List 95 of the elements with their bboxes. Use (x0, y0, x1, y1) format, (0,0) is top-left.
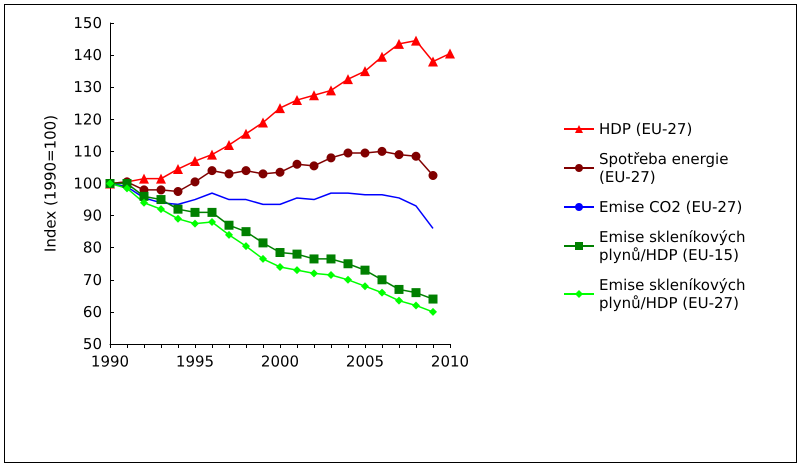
point (258, 169, 268, 178)
point (292, 160, 302, 169)
point (327, 270, 335, 279)
y-tick-label: 80 (82, 238, 102, 257)
y-tick-label: 60 (82, 302, 102, 321)
point (344, 259, 352, 268)
point (360, 266, 370, 275)
point (190, 156, 200, 166)
point (310, 161, 318, 170)
y-tick-label: 150 (73, 14, 102, 32)
point (173, 164, 183, 174)
legend-label: HDP (EU-27) (599, 120, 692, 138)
legend-label: Emise CO2 (EU-27) (599, 198, 742, 216)
point (445, 48, 455, 58)
point (156, 174, 166, 184)
point (394, 38, 404, 49)
point (394, 284, 404, 294)
point (191, 220, 199, 228)
point (259, 254, 267, 263)
point (395, 296, 403, 305)
point (258, 118, 268, 128)
point (293, 266, 301, 274)
x-tick-label: 1995 (176, 352, 214, 370)
y-tick-label: 120 (73, 110, 102, 128)
y-tick-label: 140 (73, 46, 102, 64)
point (344, 276, 352, 284)
point (292, 250, 302, 259)
point (207, 150, 217, 160)
point (344, 148, 352, 158)
point (412, 288, 420, 298)
point (428, 294, 438, 304)
legend-label: Emise skleníkových plynů/HDP (EU-15) (599, 228, 750, 264)
point (412, 301, 420, 310)
point (224, 220, 234, 230)
point (242, 242, 250, 250)
point (275, 103, 285, 114)
point (241, 128, 251, 139)
point (326, 153, 336, 162)
point (174, 214, 182, 223)
point (360, 66, 370, 76)
point (378, 146, 386, 156)
y-tick-label: 90 (82, 206, 102, 225)
point (140, 192, 148, 201)
x-tick-label: 2010 (430, 352, 470, 370)
point (276, 248, 284, 258)
x-tick-label: 2005 (346, 352, 384, 370)
point (343, 74, 353, 84)
point (156, 185, 166, 194)
y-tick-label: 110 (73, 142, 102, 160)
point (123, 184, 131, 192)
point (310, 254, 318, 264)
legend-label: Emise skleníkových plynů/HDP (EU-27) (599, 276, 750, 312)
point (156, 195, 166, 204)
point (309, 90, 319, 100)
point (378, 288, 386, 297)
point (292, 95, 302, 106)
point (361, 282, 369, 290)
x-tick-label: 1990 (90, 352, 130, 370)
point (225, 230, 233, 239)
point (326, 85, 336, 96)
y-axis-title: Index (1990=100) (42, 114, 60, 252)
point (224, 140, 234, 150)
point (190, 208, 200, 217)
point (242, 227, 250, 236)
point (242, 166, 250, 176)
y-tick-label: 70 (82, 270, 102, 289)
point (310, 269, 318, 278)
point (378, 275, 386, 284)
point (276, 262, 284, 271)
point (139, 174, 149, 184)
point (429, 308, 437, 316)
point (428, 170, 438, 180)
point (276, 168, 284, 177)
y-tick-label: 50 (82, 335, 102, 353)
point (190, 177, 200, 186)
point (157, 205, 165, 214)
point (394, 150, 404, 160)
point (174, 204, 182, 214)
point (360, 148, 370, 158)
point (411, 36, 421, 46)
legend-label: Spotřeba energie (EU-27) (599, 150, 734, 186)
point (377, 52, 387, 62)
point (412, 152, 420, 161)
point (326, 254, 336, 264)
point (208, 166, 216, 176)
point (174, 187, 182, 196)
point (258, 238, 268, 248)
point (140, 198, 148, 207)
point (208, 208, 216, 217)
point (428, 56, 438, 67)
x-tick-label: 2000 (260, 352, 300, 370)
point (224, 169, 234, 178)
point (208, 218, 216, 226)
y-tick-label: 100 (73, 174, 102, 192)
y-tick-label: 130 (73, 78, 102, 96)
